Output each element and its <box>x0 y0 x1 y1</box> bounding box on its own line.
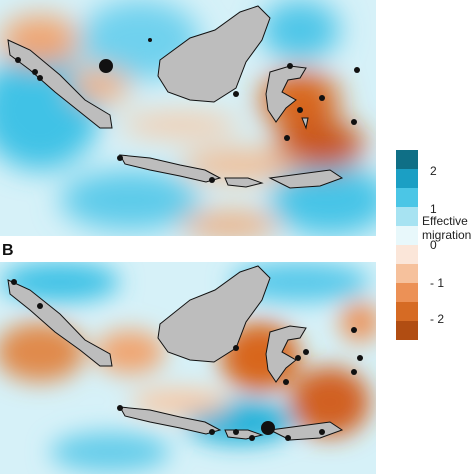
panel-a-map <box>0 0 376 236</box>
panel-a-svg <box>0 0 376 236</box>
legend-swatch <box>396 150 418 170</box>
legend-swatch <box>396 302 418 322</box>
panel-b-svg <box>0 262 376 474</box>
legend-swatch <box>396 226 418 246</box>
legend-tick-2: 2 <box>430 164 437 178</box>
legend-swatch <box>396 207 418 227</box>
migration-legend: 2 1 0 - 1 - 2 Effective migration <box>396 150 474 340</box>
legend-tick-minus-1: - 1 <box>430 276 445 290</box>
panel-letter-b: B <box>2 242 14 259</box>
legend-title: Effective migration <box>422 214 472 242</box>
panel-b-map <box>0 262 376 474</box>
legend-tick-1: 1 <box>430 202 437 216</box>
land-a <box>7 5 344 189</box>
legend-swatch <box>396 321 418 340</box>
legend-tick-0: 0 <box>430 238 437 252</box>
land-b <box>7 265 344 441</box>
sample-sites-a <box>15 38 360 183</box>
legend-swatch <box>396 245 418 265</box>
legend-swatch <box>396 283 418 303</box>
legend-swatch <box>396 169 418 189</box>
legend-swatch <box>396 264 418 284</box>
legend-colorbar <box>396 150 418 340</box>
sample-sites-b <box>11 279 363 441</box>
legend-tick-minus-2: - 2 <box>430 312 445 326</box>
legend-swatch <box>396 188 418 208</box>
